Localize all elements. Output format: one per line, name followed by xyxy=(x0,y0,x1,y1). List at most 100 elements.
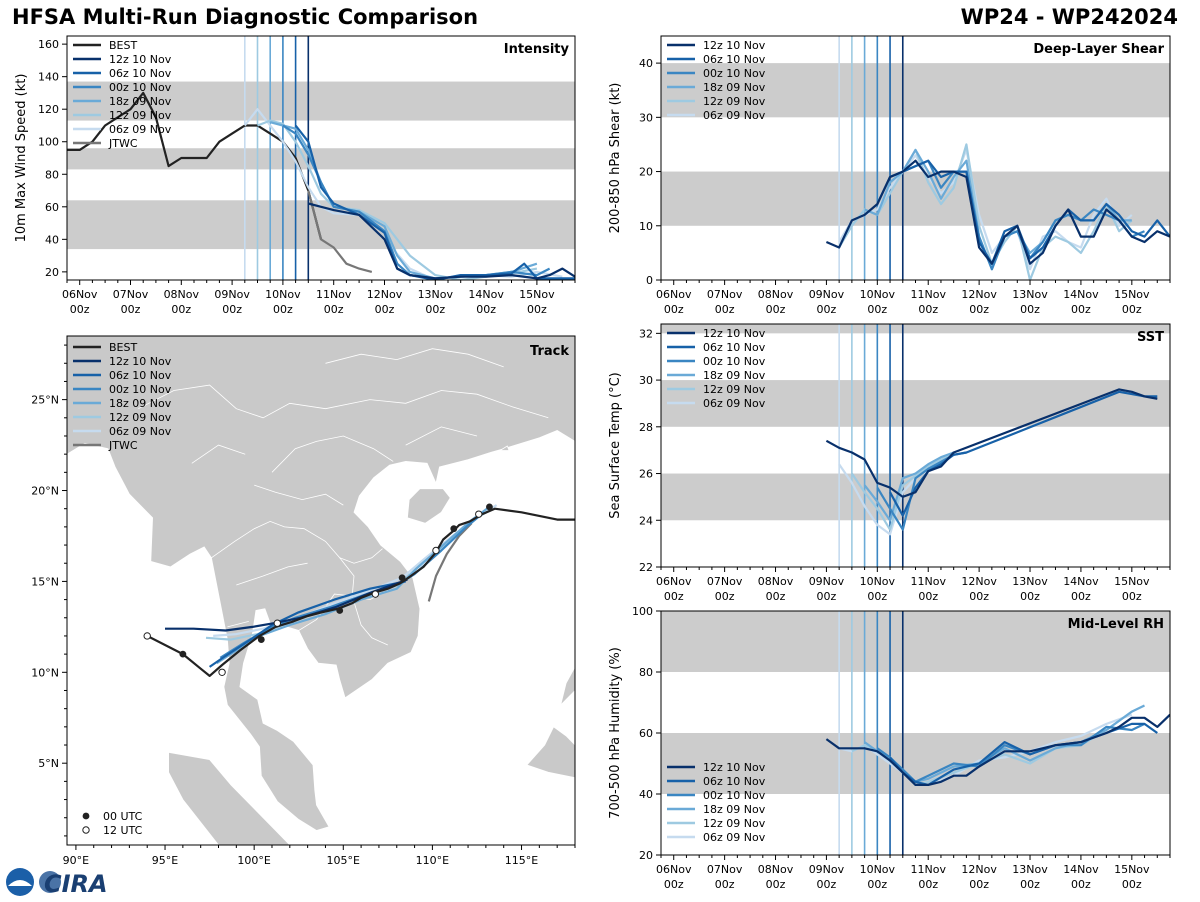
track-x-tick-label: 105°E xyxy=(327,854,360,867)
rh-x-tick-label: 14Nov xyxy=(1063,863,1099,876)
intensity-x-tick-label: 00z xyxy=(375,303,395,316)
intensity-x-tick-label: 07Nov xyxy=(113,288,149,301)
intensity-x-tick-label: 09Nov xyxy=(214,288,250,301)
track-legend-label: BEST xyxy=(109,341,137,354)
shear-series-06z-10-nov xyxy=(889,159,1170,265)
intensity-band xyxy=(67,200,575,250)
track-y-tick-label: 20°N xyxy=(31,485,59,498)
shear-x-tick-label: 07Nov xyxy=(707,288,743,301)
track-y-tick-label: 5°N xyxy=(38,757,59,770)
shear-x-tick-label: 15Nov xyxy=(1114,288,1150,301)
rh-title: Mid-Level RH xyxy=(1068,617,1164,632)
intensity-series-jtwc xyxy=(307,190,373,273)
sst-x-tick-label: 11Nov xyxy=(910,575,946,588)
track-point-12utc xyxy=(143,632,151,640)
track-x-tick-label: 95°E xyxy=(152,854,178,867)
sst-x-tick-label: 12Nov xyxy=(961,575,997,588)
track-x-tick-label: 110°E xyxy=(416,854,449,867)
sst-series-12z-09-nov xyxy=(850,453,955,531)
rh-x-tick-label: 07Nov xyxy=(707,863,743,876)
sst-x-tick-label: 00z xyxy=(1020,590,1040,603)
shear-series-12z-09-nov xyxy=(838,143,1133,280)
sst-series-12z-10-nov xyxy=(825,388,1158,498)
sst-x-tick-label: 00z xyxy=(766,590,786,603)
shear-y-tick-label: 10 xyxy=(639,220,653,233)
intensity-y-tick-label: 80 xyxy=(45,168,59,181)
sst-x-tick-label: 00z xyxy=(664,590,684,603)
shear-y-tick-label: 20 xyxy=(639,166,653,179)
shear-title: Deep-Layer Shear xyxy=(1033,42,1164,57)
track-legend-label: 06z 09 Nov xyxy=(109,425,172,438)
admin-boundary xyxy=(254,484,344,506)
track-point-12utc xyxy=(432,546,440,555)
rh-x-tick-label: 13Nov xyxy=(1012,863,1048,876)
intensity-legend-label: 18z 09 Nov xyxy=(109,95,172,108)
intensity-y-tick-label: 20 xyxy=(45,266,59,279)
intensity-x-tick-label: 12Nov xyxy=(367,288,403,301)
shear-series-06z-09-nov xyxy=(838,148,1133,271)
shear-x-tick-label: 00z xyxy=(766,303,786,316)
admin-boundary xyxy=(236,562,308,586)
sst-series-06z-10-nov xyxy=(889,390,1158,517)
intensity-x-tick-label: 10Nov xyxy=(265,288,301,301)
rh-x-tick-label: 10Nov xyxy=(860,863,896,876)
rh-x-tick-label: 08Nov xyxy=(758,863,794,876)
intensity-legend-label: 12z 09 Nov xyxy=(109,109,172,122)
intensity-y-tick-label: 140 xyxy=(38,71,59,84)
shear-x-tick-label: 00z xyxy=(664,303,684,316)
track-point-00utc xyxy=(450,525,458,533)
sst-x-tick-label: 09Nov xyxy=(809,575,845,588)
rh-legend-label: 06z 10 Nov xyxy=(703,775,766,788)
land-sumatra xyxy=(168,751,291,845)
intensity-chart: 06Nov 00z 07Nov 00z 08Nov 00z 09Nov 00z 10Nov 00z… xyxy=(14,35,576,316)
rh-legend-label: 06z 09 Nov xyxy=(703,831,766,844)
shear-x-tick-label: 10Nov xyxy=(860,288,896,301)
intensity-legend-label: 00z 10 Nov xyxy=(109,81,172,94)
rh-x-tick-label: 00z xyxy=(918,878,938,891)
rh-series-12z-10-nov xyxy=(825,713,1170,787)
intensity-y-tick-label: 120 xyxy=(38,103,59,116)
track-point-12utc xyxy=(273,619,282,627)
rh-x-tick-label: 15Nov xyxy=(1114,863,1150,876)
sst-x-tick-label: 13Nov xyxy=(1012,575,1048,588)
sst-legend-label: 00z 10 Nov xyxy=(703,355,766,368)
shear-x-tick-label: 12Nov xyxy=(961,288,997,301)
rh-legend-label: 12z 10 Nov xyxy=(703,761,766,774)
sst-x-tick-label: 15Nov xyxy=(1114,575,1150,588)
admin-boundary xyxy=(227,621,249,628)
intensity-legend-label: 12z 10 Nov xyxy=(109,53,172,66)
sst-y-tick-label: 26 xyxy=(639,468,653,481)
track-legend-label: JTWC xyxy=(108,439,138,452)
admin-boundary xyxy=(138,384,549,419)
sst-x-tick-label: 10Nov xyxy=(860,575,896,588)
shear-y-label: 200-850 hPa Shear (kt) xyxy=(608,83,623,234)
intensity-x-tick-label: 15Nov xyxy=(519,288,555,301)
track-x-tick-label: 90°E xyxy=(63,854,89,867)
intensity-x-tick-label: 00z xyxy=(324,303,344,316)
rh-x-tick-label: 00z xyxy=(664,878,684,891)
sst-legend-label: 06z 10 Nov xyxy=(703,341,766,354)
intensity-x-tick-label: 08Nov xyxy=(164,288,200,301)
storm-id: WP24 - WP242024 xyxy=(960,5,1178,29)
sst-x-tick-label: 08Nov xyxy=(758,575,794,588)
track-chart: 90°E 95°E 100°E 105°E 110°E 115°E 5°N 10°N 15°N 2… xyxy=(31,335,576,867)
track-legend-label: 18z 09 Nov xyxy=(109,397,172,410)
sst-y-tick-label: 24 xyxy=(639,514,653,527)
intensity-title: Intensity xyxy=(504,42,570,57)
sst-band xyxy=(661,324,1170,334)
rh-series-00z-10-nov xyxy=(876,722,1145,783)
page-title: HFSA Multi-Run Diagnostic Comparison xyxy=(12,5,479,29)
shear-x-tick-label: 13Nov xyxy=(1012,288,1048,301)
shear-x-tick-label: 08Nov xyxy=(758,288,794,301)
cira-logo-text: CIRA xyxy=(44,870,108,898)
shear-legend-label: 06z 09 Nov xyxy=(703,109,766,122)
track-point-00utc xyxy=(486,503,493,511)
sst-title: SST xyxy=(1137,330,1164,345)
rh-y-tick-label: 100 xyxy=(632,605,653,618)
rh-y-tick-label: 60 xyxy=(639,727,653,740)
shear-x-tick-label: 14Nov xyxy=(1063,288,1099,301)
shear-x-tick-label: 00z xyxy=(817,303,837,316)
shear-series-12z-10-nov xyxy=(825,159,1170,265)
rh-series-06z-10-nov xyxy=(889,722,1158,787)
rh-x-tick-label: 00z xyxy=(817,878,837,891)
